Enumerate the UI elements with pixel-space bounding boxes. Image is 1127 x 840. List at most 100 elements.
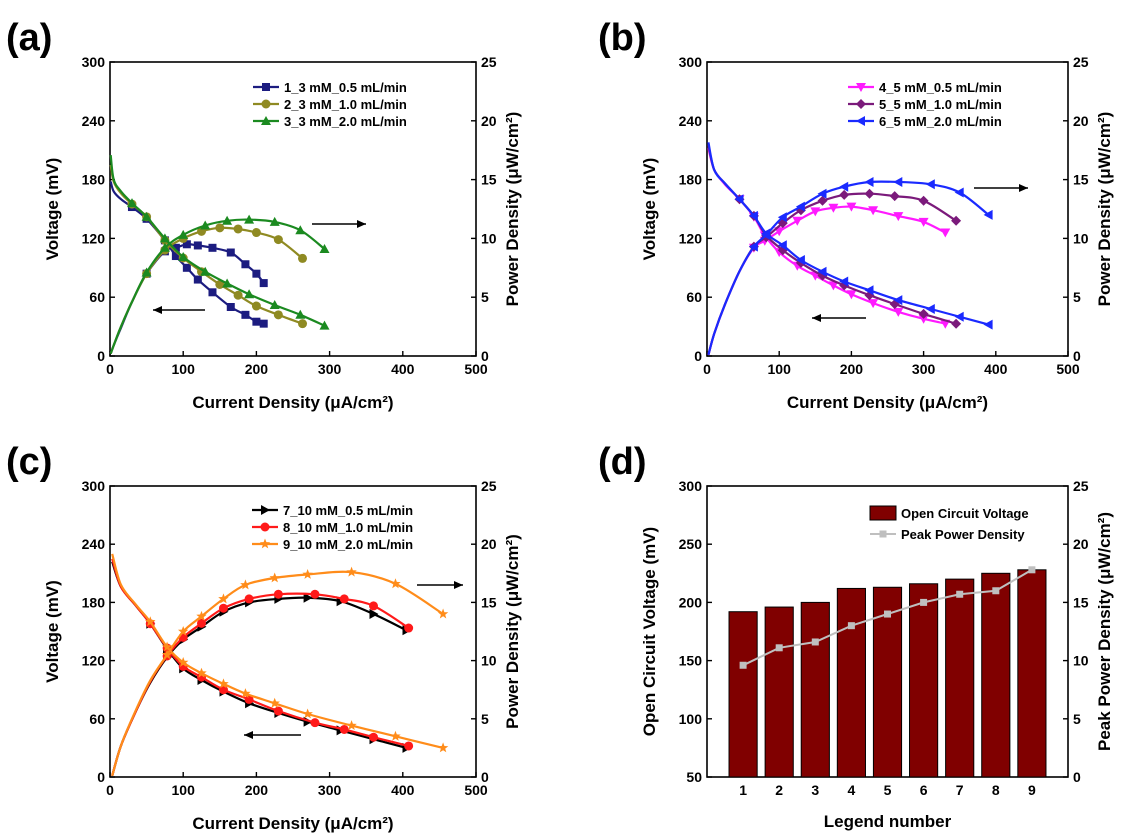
voltage-point	[893, 295, 903, 306]
power-point	[918, 195, 929, 206]
legend-entry: Open Circuit Voltage	[869, 505, 1029, 521]
x-axis-label: Current Density (μA/cm²)	[192, 393, 393, 412]
y-tick-label: 300	[679, 478, 703, 494]
power-point	[251, 228, 261, 238]
power-point	[273, 589, 283, 599]
power-point	[748, 241, 758, 252]
voltage-line	[111, 558, 409, 748]
legend-marker	[879, 530, 887, 538]
x-tick-label: 8	[992, 782, 1000, 798]
series-peak-power-density	[739, 566, 1036, 669]
power-point	[864, 177, 874, 187]
x-tick-label: 200	[245, 361, 269, 377]
voltage-point	[734, 194, 744, 205]
legend-marker	[262, 83, 270, 91]
power-point	[817, 195, 828, 206]
bar	[981, 572, 1011, 778]
voltage-point	[828, 281, 839, 291]
power-line	[111, 592, 410, 777]
power-line	[111, 596, 407, 777]
voltage-point	[302, 708, 313, 719]
y2-tick-label: 5	[481, 711, 489, 727]
legend-marker	[856, 83, 866, 92]
panel-label-d: (d)	[598, 441, 647, 483]
x-tick-label: 400	[391, 361, 415, 377]
legend-entry: 9_10 mM_2.0 mL/min	[252, 537, 413, 552]
voltage-point	[215, 279, 225, 289]
y2-tick-label: 10	[1073, 653, 1089, 669]
power-point	[811, 638, 819, 646]
bar	[945, 578, 975, 778]
x-tick-label: 300	[318, 782, 342, 798]
x-tick-label: 5	[884, 782, 892, 798]
arrow-voltage	[244, 731, 301, 739]
power-point	[295, 225, 306, 235]
y2-tick-label: 0	[1073, 769, 1081, 785]
power-point	[218, 603, 228, 613]
power-point	[273, 235, 283, 245]
legend-label: Peak Power Density	[901, 527, 1025, 542]
voltage-point	[846, 290, 857, 300]
power-point	[839, 181, 849, 192]
y-tick-label: 60	[686, 289, 702, 305]
y2-axis-label: Power Density (μW/cm²)	[503, 112, 522, 307]
power-point	[739, 661, 747, 669]
power-point	[244, 214, 255, 224]
y-axis-label: Open Circuit Voltage (mV)	[640, 527, 659, 736]
series-3	[109, 154, 330, 354]
power-point	[920, 598, 928, 606]
bar	[909, 583, 939, 778]
series-3	[111, 553, 449, 777]
voltage-line	[111, 561, 407, 749]
y-axis-label: Voltage (mV)	[43, 158, 62, 261]
series-1	[707, 147, 951, 356]
power-point	[954, 187, 964, 198]
voltage-point	[925, 304, 935, 314]
power-point	[222, 215, 233, 225]
x-tick-label: 0	[703, 361, 711, 377]
legend-entry: 2_3 mM_1.0 mL/min	[253, 97, 407, 112]
voltage-point	[298, 319, 308, 329]
arrow-power	[417, 581, 463, 589]
x-axis-label: Legend number	[824, 812, 952, 831]
y-tick-label: 120	[679, 230, 703, 246]
y-tick-label: 300	[82, 478, 106, 494]
voltage-point	[437, 742, 449, 753]
power-point	[302, 569, 313, 579]
bar	[800, 601, 830, 778]
power-point	[1028, 566, 1036, 574]
voltage-point	[171, 252, 180, 261]
power-point	[200, 220, 211, 230]
y2-tick-label: 5	[1073, 711, 1081, 727]
legend-marker	[856, 99, 866, 109]
legend-marker	[260, 522, 270, 532]
x-tick-label: 4	[848, 782, 856, 798]
voltage-point	[200, 266, 211, 276]
power-point	[252, 269, 261, 278]
power-point	[240, 579, 251, 590]
arrow-voltage	[153, 306, 205, 314]
power-point	[839, 189, 850, 200]
chart-d: 50 100 150 200 250 300 0 5 10 15 20 25 1 2 3 4 5 6 7 8 9 Open…	[640, 478, 1114, 831]
y-tick-label: 250	[679, 536, 703, 552]
power-point	[817, 188, 827, 199]
voltage-point	[145, 616, 156, 627]
series-3	[707, 142, 993, 356]
bar	[836, 587, 866, 778]
voltage-point	[178, 252, 189, 261]
voltage-point	[251, 301, 261, 311]
power-point	[178, 626, 189, 636]
power-point	[437, 608, 449, 619]
power-point	[269, 572, 280, 583]
panel-label-c: (c)	[6, 441, 52, 483]
voltage-point	[196, 667, 207, 678]
legend-entry: 5_5 mM_1.0 mL/min	[848, 97, 1002, 112]
power-point	[182, 240, 191, 249]
voltage-point	[273, 706, 283, 716]
y2-tick-label: 15	[481, 594, 497, 610]
voltage-point	[161, 641, 173, 652]
legend-marker	[261, 99, 271, 109]
legend-marker	[261, 116, 271, 125]
power-point	[893, 177, 903, 187]
voltage-point	[954, 311, 964, 322]
